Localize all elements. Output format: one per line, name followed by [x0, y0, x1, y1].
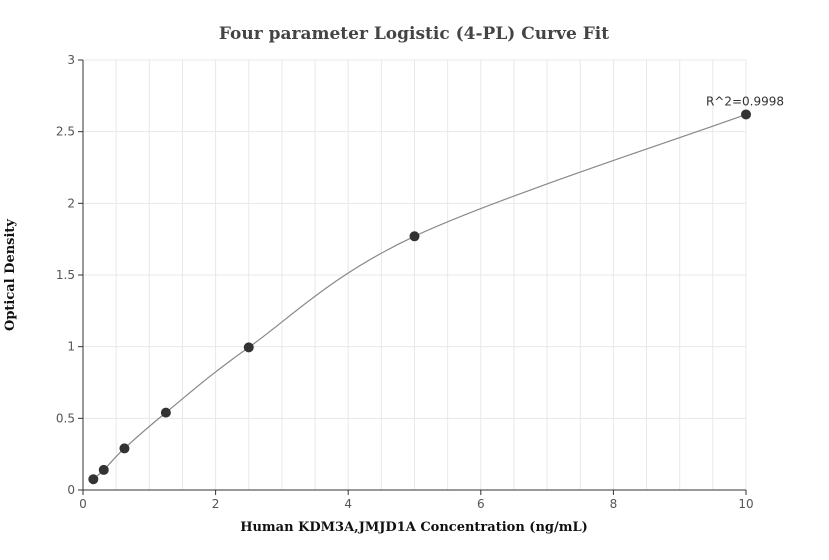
y-tick-label: 3	[67, 53, 75, 67]
y-tick-label: 2.5	[56, 125, 75, 139]
y-tick-label: 2	[67, 196, 75, 210]
y-tick-label: 0	[67, 483, 75, 497]
y-tick-label: 0.5	[56, 411, 75, 425]
x-tick-label: 10	[738, 497, 753, 511]
x-tick-label: 2	[212, 497, 220, 511]
x-tick-label: 0	[79, 497, 87, 511]
y-axis-label: Optical Density	[3, 219, 18, 331]
y-tick-label: 1	[67, 340, 75, 354]
data-point	[409, 231, 420, 242]
grid	[82, 59, 747, 491]
data-point	[243, 342, 254, 353]
data-point	[119, 443, 130, 454]
data-point	[741, 109, 751, 120]
data-point	[98, 464, 109, 475]
data-point	[160, 407, 171, 418]
data-points	[88, 109, 751, 485]
x-tick-label: 8	[610, 497, 618, 511]
x-axis-label: Human KDM3A,JMJD1A Concentration (ng/mL)	[240, 520, 588, 535]
y-tick-label: 1.5	[56, 268, 75, 282]
fit-curve	[92, 113, 747, 480]
x-tick-label: 6	[477, 497, 485, 511]
chart-title: Four parameter Logistic (4-PL) Curve Fit	[219, 24, 609, 44]
ticks: 0 2 4 6 8 10 0 0.5 1 1.5 2 2.5 3	[56, 53, 754, 511]
x-tick-label: 4	[344, 497, 352, 511]
data-point	[88, 474, 99, 485]
fit-curve-layer	[92, 113, 747, 480]
r-squared-annotation: R^2=0.9998	[706, 94, 784, 108]
